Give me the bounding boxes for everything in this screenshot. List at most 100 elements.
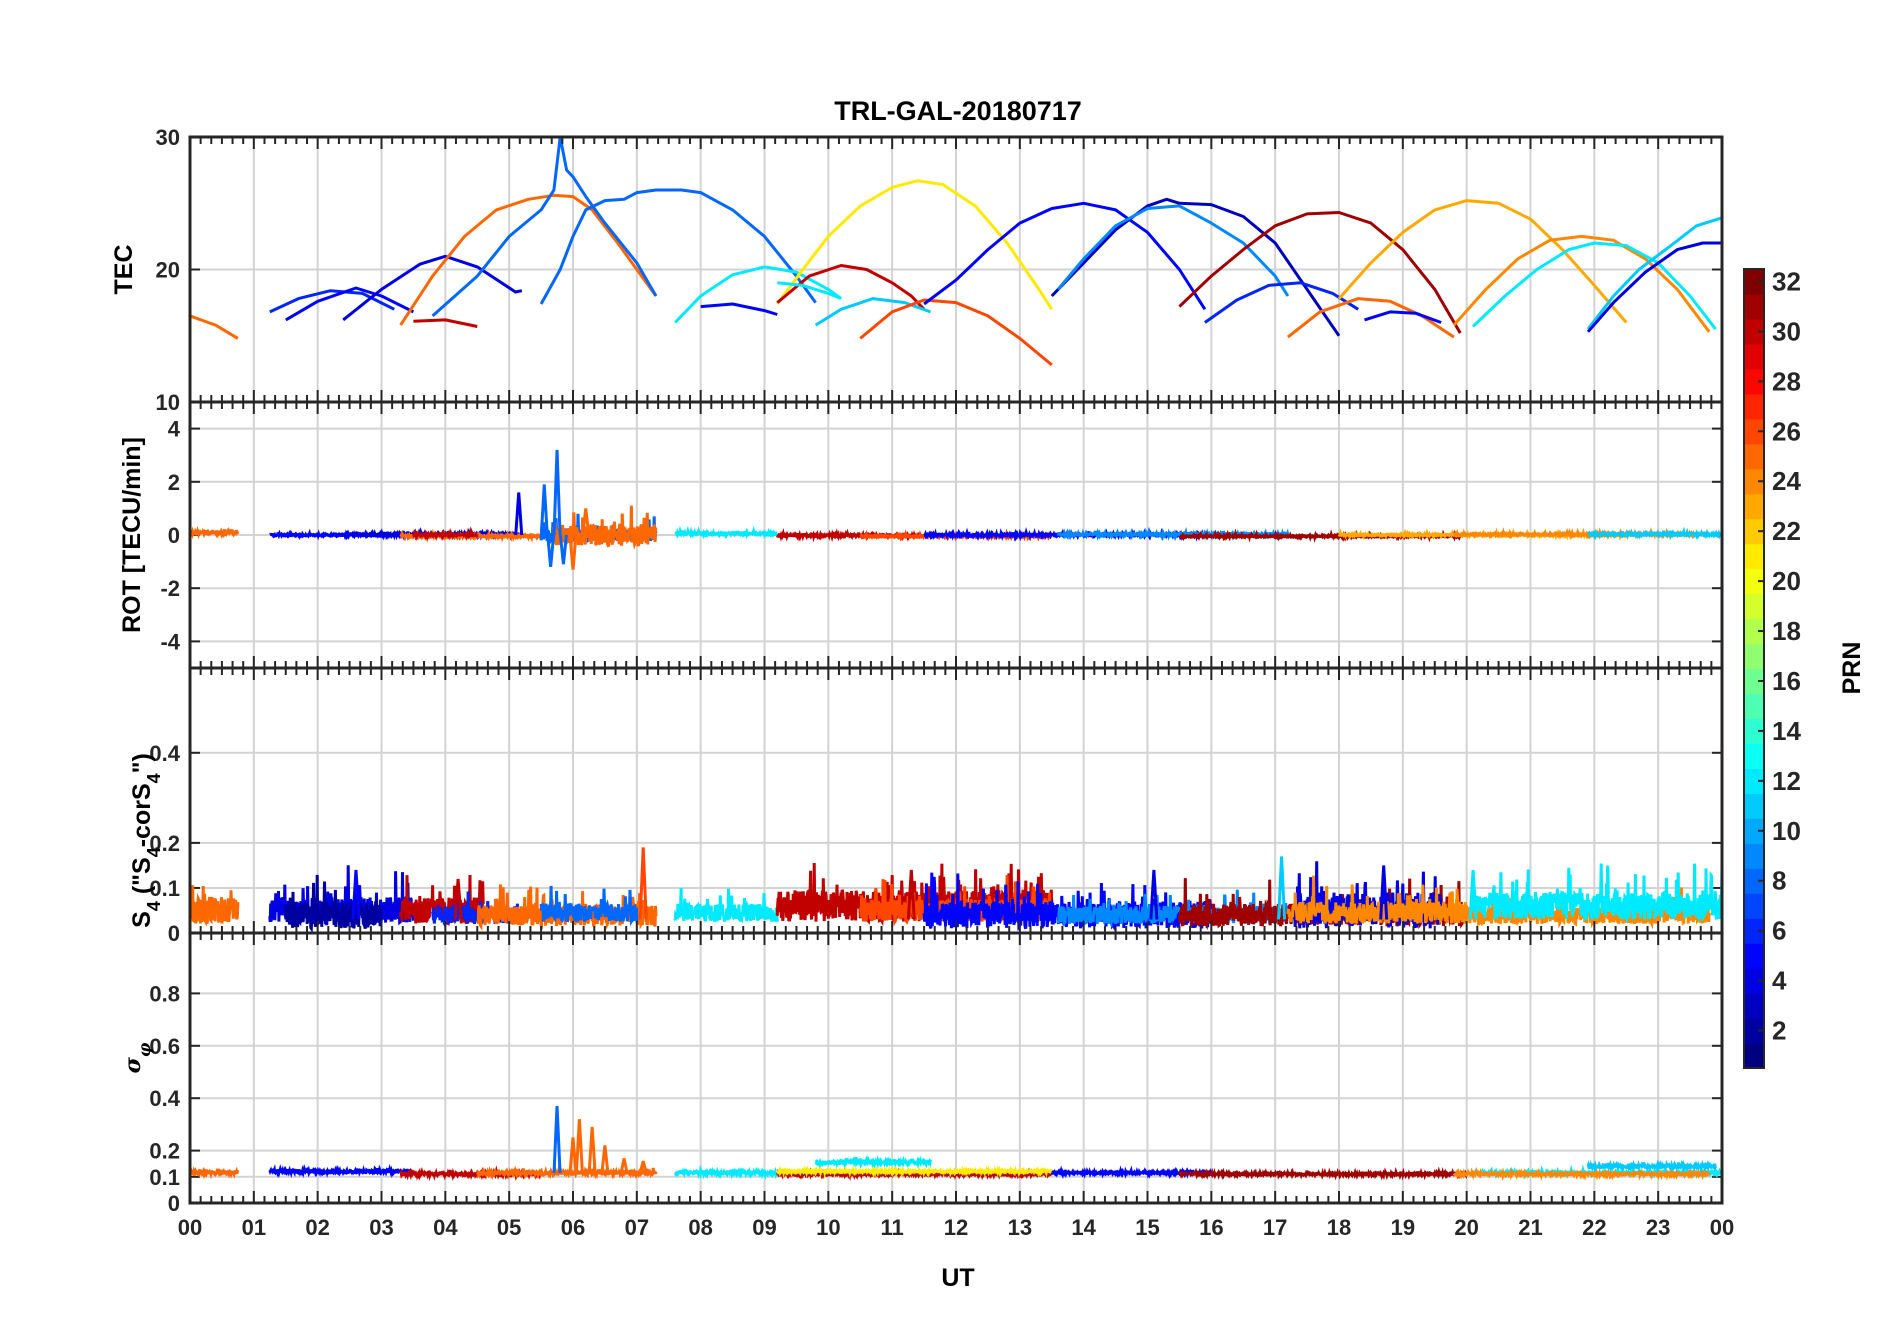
y-tick-label: 0.1 bbox=[149, 1165, 180, 1190]
colorbar-swatch bbox=[1744, 743, 1764, 769]
colorbar-swatch bbox=[1744, 868, 1764, 894]
chart-title: TRL-GAL-20180717 bbox=[834, 96, 1082, 126]
x-tick-label: 20 bbox=[1454, 1215, 1478, 1240]
spike-prn-25 bbox=[587, 1126, 597, 1173]
y-tick-label: 0 bbox=[168, 921, 180, 946]
spike-prn-25 bbox=[574, 1119, 584, 1173]
colorbar-swatch bbox=[1744, 269, 1764, 295]
data-segment-prn-12 bbox=[673, 888, 779, 924]
y-tick-label: 0.4 bbox=[149, 741, 180, 766]
colorbar-tick-label: 22 bbox=[1772, 516, 1801, 546]
x-axis-label: UT bbox=[941, 1264, 974, 1292]
spike-prn-25 bbox=[581, 508, 591, 536]
series-line-prn-4 bbox=[1586, 241, 1722, 333]
colorbar-swatch bbox=[1744, 468, 1764, 495]
colorbar-swatch bbox=[1744, 568, 1764, 595]
x-tick-label: 04 bbox=[433, 1215, 458, 1240]
y-tick-label: 0.4 bbox=[149, 1086, 180, 1111]
data-segment-prn-30 bbox=[411, 526, 479, 542]
spike-prn-11 bbox=[1277, 856, 1287, 920]
series-line-prn-6 bbox=[1204, 281, 1359, 324]
y-tick-label: -4 bbox=[160, 629, 180, 654]
y-tick-label: 0 bbox=[168, 523, 180, 548]
y-tick-label: 0.2 bbox=[149, 831, 180, 856]
series-line-prn-5 bbox=[285, 286, 415, 322]
data-segment-prn-24 bbox=[1286, 875, 1469, 926]
data-segment-prn-12 bbox=[673, 1164, 779, 1180]
spike-prn-26 bbox=[638, 847, 648, 920]
axes-frame bbox=[188, 931, 1724, 1205]
series-line-prn-8 bbox=[431, 137, 658, 318]
series-line-prn-30 bbox=[776, 264, 926, 311]
y-tick-label: 0.2 bbox=[149, 1139, 180, 1164]
colorbar-swatch bbox=[1744, 293, 1764, 320]
spike-prn-30 bbox=[906, 869, 916, 920]
colorbar-swatch bbox=[1744, 618, 1764, 645]
data-segment-prn-12 bbox=[674, 525, 778, 540]
series-line-prn-25 bbox=[190, 314, 239, 340]
series-line-prn-31 bbox=[1178, 211, 1462, 334]
x-tick-label: 08 bbox=[688, 1215, 712, 1240]
colorbar-tick-label: 28 bbox=[1772, 366, 1801, 396]
colorbar-swatch bbox=[1744, 393, 1764, 420]
colorbar-swatch bbox=[1744, 443, 1764, 470]
colorbar-tick-label: 6 bbox=[1772, 916, 1786, 946]
colorbar-tick-label: 30 bbox=[1772, 316, 1801, 346]
y-axis-label: σφ bbox=[120, 1042, 154, 1073]
data-segment-prn-11 bbox=[1586, 1159, 1717, 1174]
x-tick-label: 02 bbox=[305, 1215, 329, 1240]
x-tick-label: 11 bbox=[881, 1215, 904, 1240]
x-tick-label: 00 bbox=[1710, 1215, 1734, 1240]
spike-prn-4 bbox=[1149, 869, 1159, 920]
series-line-prn-3 bbox=[1050, 197, 1341, 337]
spike-prn-12 bbox=[1468, 869, 1478, 920]
data-segment-prn-21 bbox=[775, 1165, 1054, 1179]
plot-area-0 bbox=[190, 137, 1722, 367]
data-segment-prn-25 bbox=[190, 525, 240, 540]
x-tick-label: 16 bbox=[1199, 1215, 1223, 1240]
colorbar-swatch bbox=[1744, 543, 1764, 570]
series-line-prn-25 bbox=[399, 193, 658, 326]
data-segment-prn-2 bbox=[284, 874, 383, 933]
colorbar-tick-label: 4 bbox=[1772, 966, 1787, 996]
x-tick-label: 06 bbox=[561, 1215, 585, 1240]
series-line-prn-5 bbox=[923, 201, 1207, 311]
series-line-prn-24 bbox=[1452, 234, 1711, 333]
data-segment-prn-24 bbox=[1452, 1166, 1711, 1182]
colorbar-tick-label: 18 bbox=[1772, 616, 1801, 646]
series-line-prn-12 bbox=[777, 281, 842, 300]
data-segment-prn-25 bbox=[190, 883, 240, 928]
series-line-prn-4 bbox=[342, 254, 523, 322]
y-tick-label: 2 bbox=[168, 470, 180, 495]
colorbar-swatch bbox=[1744, 493, 1764, 520]
spike-prn-25 bbox=[619, 1158, 629, 1174]
colorbar-swatch bbox=[1744, 368, 1764, 395]
colorbar-swatch bbox=[1744, 693, 1764, 720]
colorbar-swatch bbox=[1744, 643, 1764, 670]
spike-prn-5 bbox=[351, 869, 361, 920]
colorbar-tick-label: 10 bbox=[1772, 816, 1801, 846]
data-segment-prn-11 bbox=[1587, 526, 1722, 541]
series-line-prn-30 bbox=[413, 318, 478, 328]
plot-area-1 bbox=[190, 449, 1722, 570]
data-segment-prn-25 bbox=[190, 1165, 240, 1180]
spike-prn-8 bbox=[558, 534, 568, 565]
panel-3: 00.10.2 0.4 0.6 0.8 σφ 00 01 02 03 04 05 06 07 08 09 10… bbox=[120, 931, 1734, 1240]
data-segment-prn-25 bbox=[552, 505, 658, 550]
series-line-prn-23 bbox=[1337, 199, 1628, 324]
y-tick-label: -2 bbox=[160, 576, 180, 601]
colorbar-swatch bbox=[1744, 343, 1764, 370]
series-line-prn-21 bbox=[776, 179, 1054, 311]
y-axis-label: ROT [TECU/min] bbox=[118, 437, 146, 633]
x-tick-label: 03 bbox=[369, 1215, 393, 1240]
plot-area-3 bbox=[190, 1105, 1722, 1182]
colorbar-swatch bbox=[1744, 518, 1764, 545]
colorbar-swatch bbox=[1744, 843, 1764, 869]
spike-prn-25 bbox=[600, 1145, 610, 1174]
x-tick-label: 01 bbox=[242, 1215, 266, 1240]
x-tick-label: 07 bbox=[625, 1215, 649, 1240]
colorbar-frame bbox=[1743, 268, 1765, 1069]
y-tick-label: 30 bbox=[156, 125, 180, 150]
